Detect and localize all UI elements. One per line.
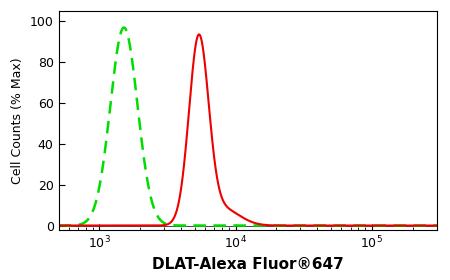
X-axis label: DLAT-Alexa Fluor®647: DLAT-Alexa Fluor®647 bbox=[152, 256, 343, 272]
Y-axis label: Cell Counts (% Max): Cell Counts (% Max) bbox=[11, 57, 24, 184]
